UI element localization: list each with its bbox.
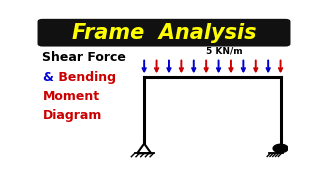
- Text: Frame  Analysis: Frame Analysis: [72, 23, 256, 43]
- Text: &: &: [43, 71, 53, 84]
- Polygon shape: [137, 144, 151, 153]
- Text: 5 KN/m: 5 KN/m: [206, 46, 243, 55]
- Text: Shear Force: Shear Force: [43, 51, 126, 64]
- FancyBboxPatch shape: [37, 19, 291, 47]
- Circle shape: [273, 144, 288, 153]
- Text: Bending: Bending: [54, 71, 116, 84]
- Text: Moment: Moment: [43, 90, 100, 103]
- Text: Diagram: Diagram: [43, 109, 102, 122]
